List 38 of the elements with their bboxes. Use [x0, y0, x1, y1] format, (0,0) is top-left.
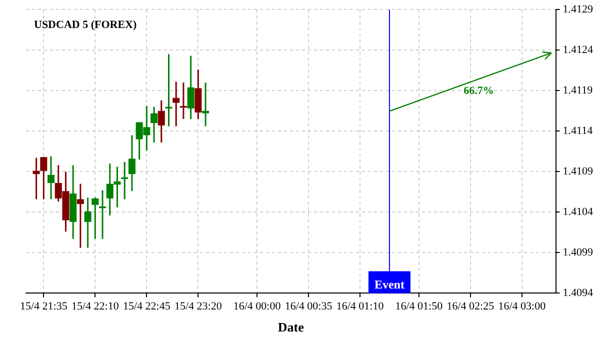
x-tick-label: 15/4 23:20: [174, 300, 222, 313]
x-tick-label: 16/4 01:50: [395, 300, 444, 313]
y-tick-label: 1.4094: [562, 287, 594, 300]
candlestick: [128, 134, 136, 192]
x-axis-title: Date: [278, 320, 304, 335]
candlestick: [84, 196, 92, 249]
candlestick: [99, 190, 106, 240]
x-tick-label: 15/4 21:35: [20, 300, 68, 313]
x-tick-label: 15/4 22:10: [71, 300, 120, 313]
y-tick-label: 1.4109: [562, 166, 594, 178]
y-tick-label: 1.4104: [562, 206, 594, 218]
candlestick: [180, 82, 187, 120]
y-tick-label: 1.4124: [562, 44, 594, 56]
y-tick-label: 1.4114: [562, 125, 594, 138]
text: USDCAD 5 (FOREX): [34, 18, 137, 31]
candlestick: [187, 55, 194, 120]
candlestick: [158, 100, 165, 144]
candlestick: [121, 161, 128, 200]
candlestick: [92, 196, 99, 240]
y-tick-label: 1.4119: [562, 84, 594, 97]
candlestick: [40, 156, 48, 200]
annotation: 66.7%: [464, 84, 494, 97]
y-tick-label: 1.4129: [562, 3, 594, 16]
x-tick-label: 16/4 02:25: [446, 300, 495, 313]
ref-line-label: Event: [374, 277, 404, 292]
candlestick: [165, 53, 172, 128]
candlestick: [76, 183, 84, 249]
y-tick-label: 1.4099: [562, 246, 594, 259]
candlestick: [202, 82, 210, 128]
candlestick: [48, 156, 55, 200]
x-tick-label: 15/4 22:45: [122, 300, 171, 313]
candlestick: [32, 157, 40, 200]
x-tick-label: 16/4 03:00: [498, 300, 546, 313]
x-tick-label: 16/4 01:10: [336, 300, 384, 313]
x-tick-label: 16/4 00:00: [233, 300, 282, 313]
candlestick: [150, 106, 158, 144]
candlestick: [172, 80, 180, 128]
x-tick-label: 16/4 00:35: [284, 300, 333, 313]
